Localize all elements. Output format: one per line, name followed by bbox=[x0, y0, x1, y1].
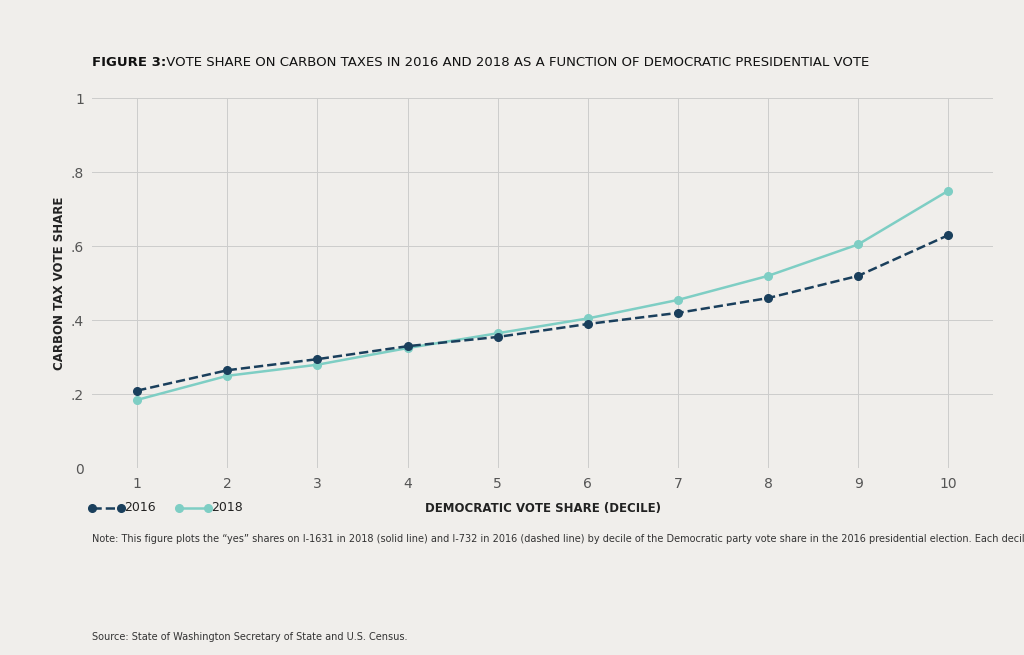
Text: Source: State of Washington Secretary of State and U.S. Census.: Source: State of Washington Secretary of… bbox=[92, 632, 408, 642]
Text: 2018: 2018 bbox=[211, 501, 243, 514]
Text: Note: This figure plots the “yes” shares on I-1631 in 2018 (solid line) and I-73: Note: This figure plots the “yes” shares… bbox=[92, 534, 1024, 544]
Text: VOTE SHARE ON CARBON TAXES IN 2016 AND 2018 AS A FUNCTION OF DEMOCRATIC PRESIDEN: VOTE SHARE ON CARBON TAXES IN 2016 AND 2… bbox=[162, 56, 869, 69]
Y-axis label: CARBON TAX VOTE SHARE: CARBON TAX VOTE SHARE bbox=[53, 196, 66, 370]
Text: 2016: 2016 bbox=[124, 501, 156, 514]
X-axis label: DEMOCRATIC VOTE SHARE (DECILE): DEMOCRATIC VOTE SHARE (DECILE) bbox=[425, 502, 660, 515]
Text: FIGURE 3:: FIGURE 3: bbox=[92, 56, 167, 69]
